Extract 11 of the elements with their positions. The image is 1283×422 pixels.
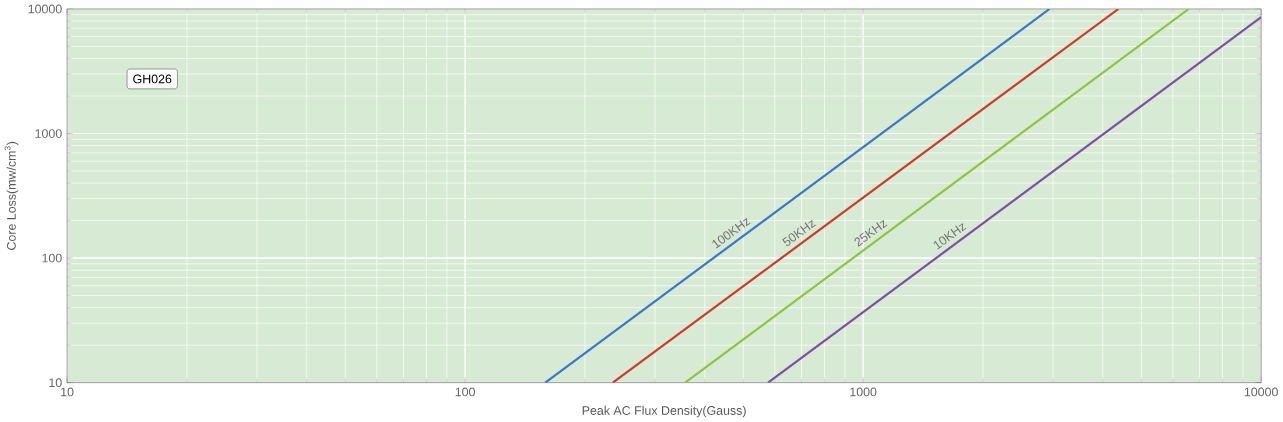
x-tick-label: 1000 [850,387,877,397]
y-axis-title: Core Loss(mw/cm$^{3}$) [4,141,19,250]
x-axis-title: Peak AC Flux Density(Gauss) [582,405,746,418]
annotation: GH026 [133,74,172,84]
y-tick-label: 10 [49,378,62,388]
x-tick-label: 10 [61,387,74,397]
y-tick-label: 10000 [28,4,62,14]
y-tick-label: 100 [42,253,62,263]
y-tick-label: 1000 [35,129,62,138]
x-tick-label: 10000 [1244,387,1278,397]
x-tick-label: 100 [455,387,475,397]
